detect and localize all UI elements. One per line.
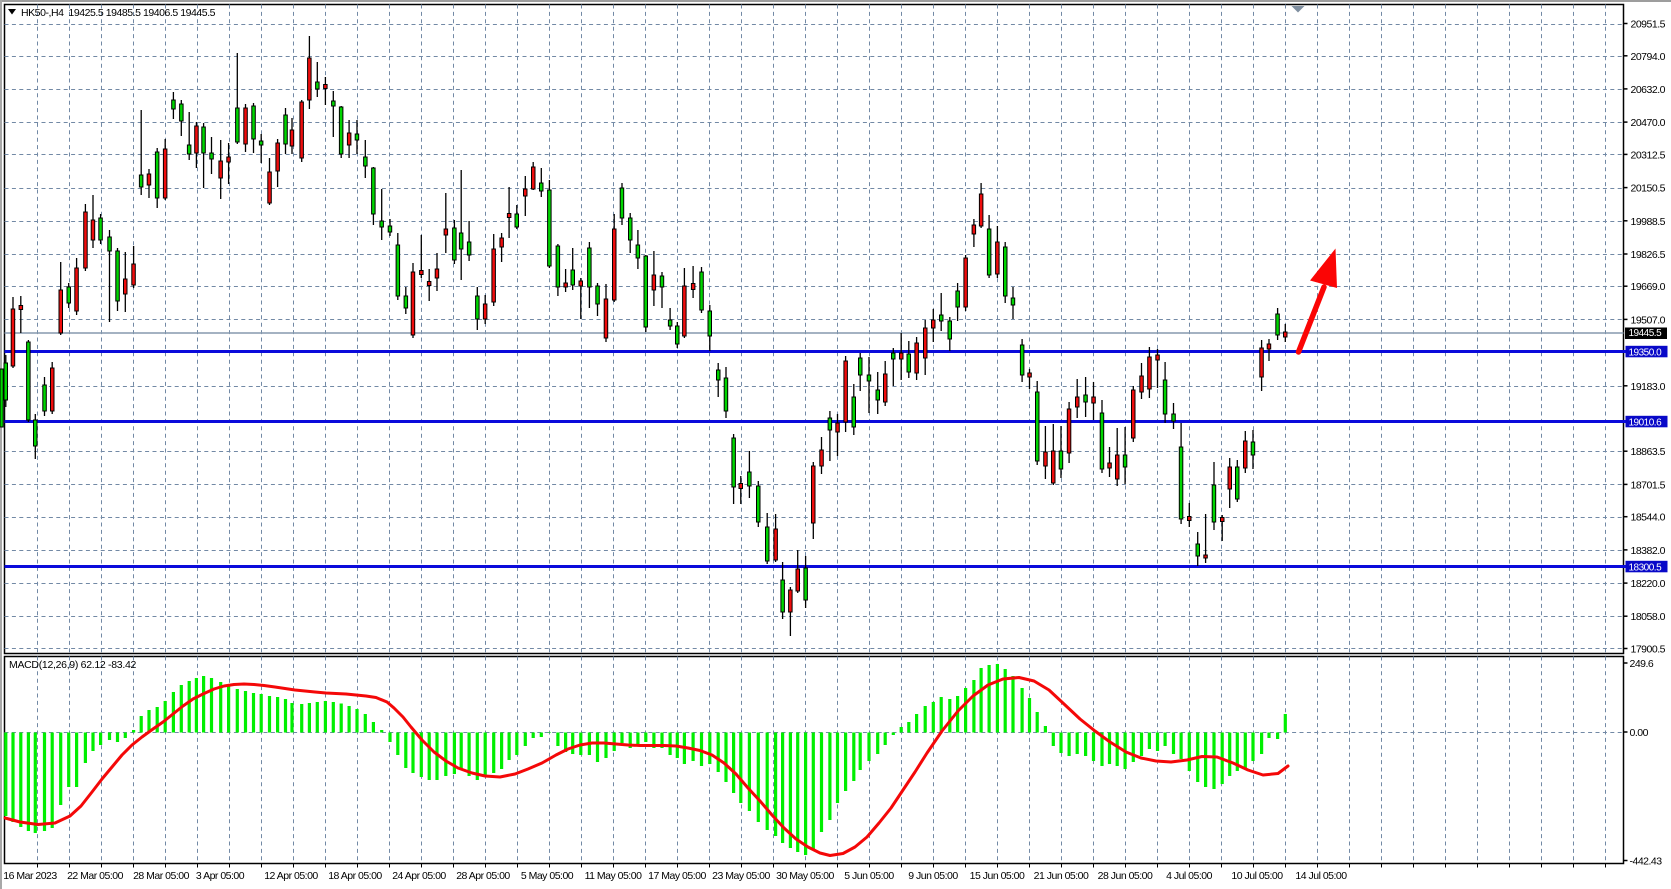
svg-text:5 May 05:00: 5 May 05:00 — [521, 870, 574, 882]
svg-text:18 Apr 05:00: 18 Apr 05:00 — [328, 870, 382, 882]
svg-text:19445.5: 19445.5 — [1629, 328, 1663, 339]
svg-text:11 May 05:00: 11 May 05:00 — [585, 870, 643, 882]
svg-text:20632.0: 20632.0 — [1631, 84, 1666, 96]
svg-text:24 Apr 05:00: 24 Apr 05:00 — [392, 870, 446, 882]
svg-text:21 Jun 05:00: 21 Jun 05:00 — [1034, 870, 1089, 882]
svg-text:14 Jul 05:00: 14 Jul 05:00 — [1295, 870, 1347, 882]
svg-text:28 Apr 05:00: 28 Apr 05:00 — [456, 870, 510, 882]
svg-text:3 Apr 05:00: 3 Apr 05:00 — [196, 870, 245, 882]
svg-text:19010.6: 19010.6 — [1629, 418, 1663, 429]
svg-text:19183.0: 19183.0 — [1631, 381, 1666, 393]
svg-text:17900.5: 17900.5 — [1631, 644, 1666, 656]
svg-text:20470.0: 20470.0 — [1631, 117, 1666, 129]
svg-text:19350.0: 19350.0 — [1629, 348, 1663, 359]
svg-text:5 Jun 05:00: 5 Jun 05:00 — [844, 870, 894, 882]
svg-text:249.6: 249.6 — [1630, 658, 1654, 670]
svg-text:20794.0: 20794.0 — [1631, 51, 1666, 63]
svg-text:22 Mar 05:00: 22 Mar 05:00 — [67, 870, 124, 882]
svg-text:28 Jun 05:00: 28 Jun 05:00 — [1098, 870, 1153, 882]
svg-text:30 May 05:00: 30 May 05:00 — [776, 870, 834, 882]
svg-text:0.00: 0.00 — [1630, 727, 1649, 739]
svg-text:20951.5: 20951.5 — [1631, 19, 1666, 31]
svg-text:4 Jul 05:00: 4 Jul 05:00 — [1166, 870, 1213, 882]
svg-text:18544.0: 18544.0 — [1631, 512, 1666, 524]
svg-text:17 May 05:00: 17 May 05:00 — [648, 870, 706, 882]
svg-text:15 Jun 05:00: 15 Jun 05:00 — [970, 870, 1025, 882]
svg-text:-442.43: -442.43 — [1630, 856, 1663, 868]
svg-text:18220.0: 18220.0 — [1631, 578, 1666, 590]
svg-text:18300.5: 18300.5 — [1629, 563, 1663, 574]
svg-text:18863.5: 18863.5 — [1631, 446, 1666, 458]
svg-text:19988.5: 19988.5 — [1631, 216, 1666, 228]
svg-text:20312.5: 20312.5 — [1631, 149, 1666, 161]
svg-text:10 Jul 05:00: 10 Jul 05:00 — [1231, 870, 1283, 882]
svg-text:9 Jun 05:00: 9 Jun 05:00 — [908, 870, 958, 882]
svg-text:18058.0: 18058.0 — [1631, 611, 1666, 623]
svg-text:16 Mar 2023: 16 Mar 2023 — [3, 870, 57, 882]
svg-text:19669.0: 19669.0 — [1631, 281, 1666, 293]
svg-text:28 Mar 05:00: 28 Mar 05:00 — [133, 870, 190, 882]
svg-text:23 May 05:00: 23 May 05:00 — [712, 870, 770, 882]
svg-text:20150.5: 20150.5 — [1631, 183, 1666, 195]
svg-text:MACD(12,26,9) 62.12 -83.42: MACD(12,26,9) 62.12 -83.42 — [9, 659, 136, 671]
svg-text:HK50-,H4 19425.5 19485.5 1940: HK50-,H4 19425.5 19485.5 19406.5 19445.5 — [21, 7, 216, 19]
svg-text:18701.5: 18701.5 — [1631, 479, 1666, 491]
svg-text:19826.5: 19826.5 — [1631, 249, 1666, 261]
svg-text:19507.0: 19507.0 — [1631, 314, 1666, 326]
svg-text:18382.0: 18382.0 — [1631, 545, 1666, 557]
svg-text:12 Apr 05:00: 12 Apr 05:00 — [264, 870, 318, 882]
